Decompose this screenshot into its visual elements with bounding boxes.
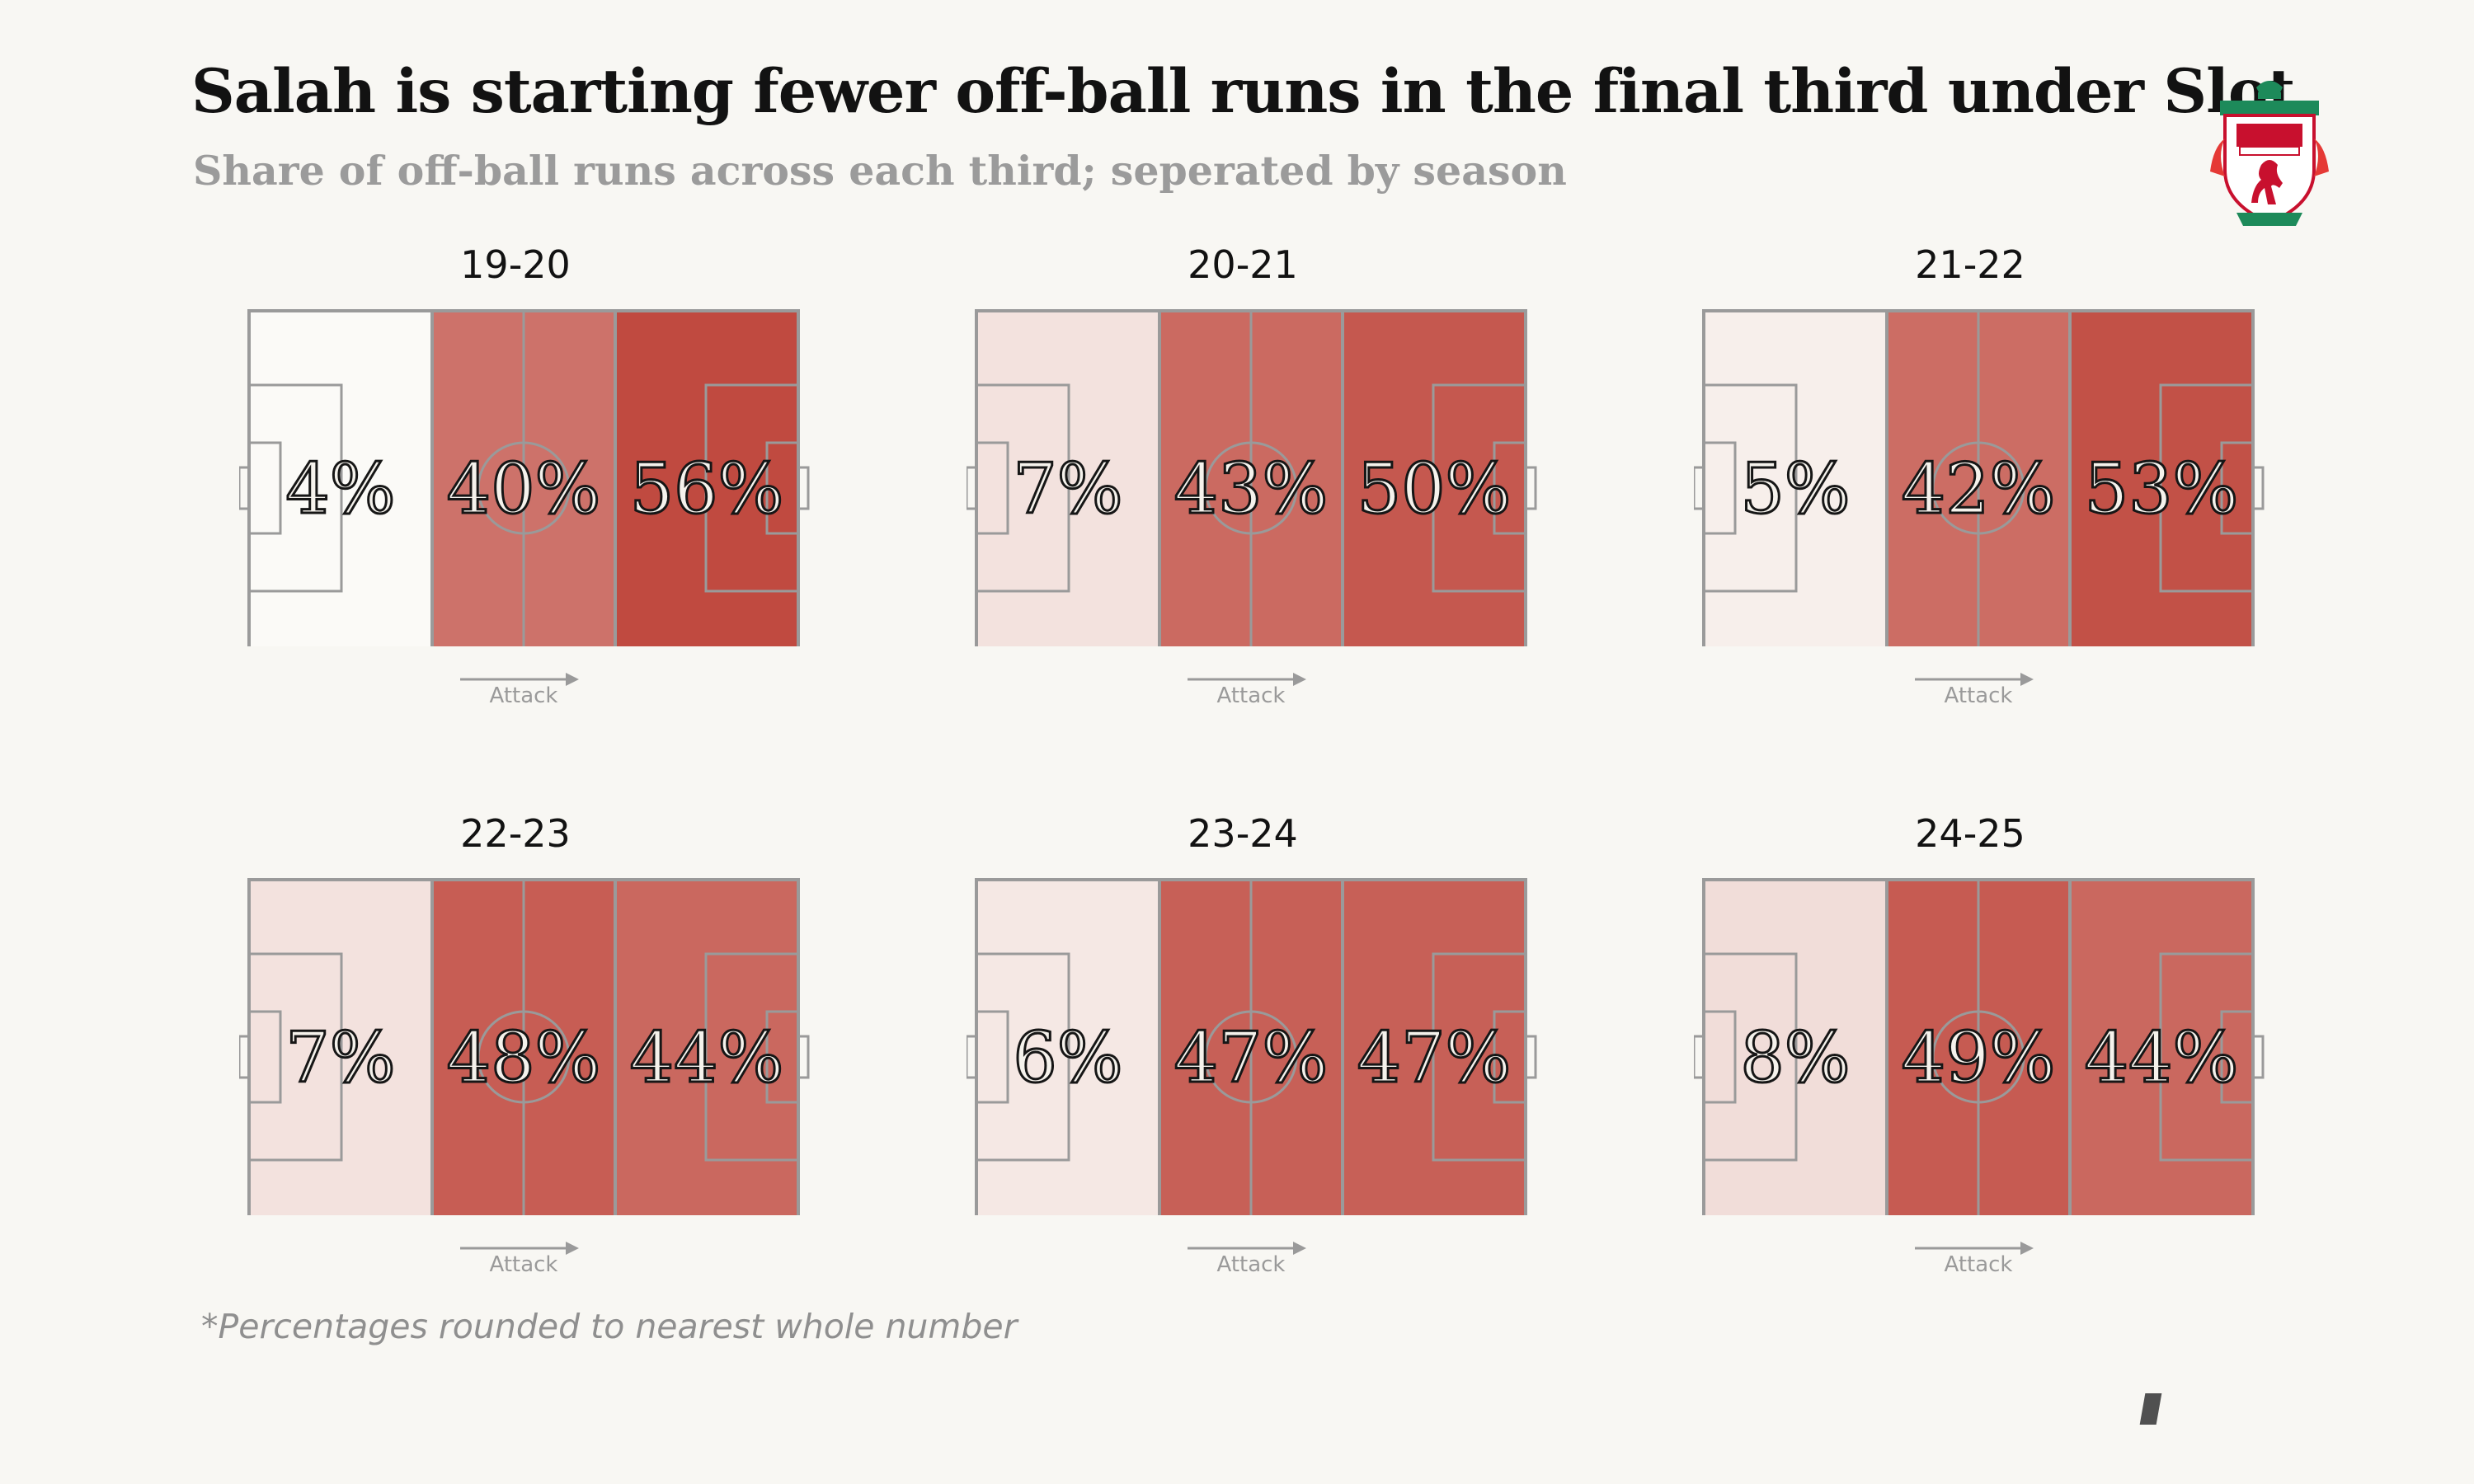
value-label-middle: 40% <box>447 448 601 529</box>
value-label-final: 53% <box>2085 448 2239 529</box>
attack-direction: Attack <box>1915 673 2034 708</box>
left-goal <box>1694 1035 1705 1079</box>
right-goal <box>2251 1035 2265 1079</box>
pitch-chart: 7% 43% 50% <box>967 309 1537 646</box>
attack-arrow-head <box>1293 673 1306 686</box>
season-label: 24-25 <box>1915 811 2025 856</box>
season-panel: 22-23 7% 48% 44% Attack <box>239 811 816 1277</box>
value-label-defensive: 5% <box>1740 448 1850 529</box>
value-label-final: 44% <box>630 1017 784 1098</box>
season-label: 22-23 <box>460 811 571 856</box>
centre-circle <box>477 441 571 535</box>
pitch-chart: 5% 42% 53% <box>1694 309 2265 646</box>
right-goal <box>2251 466 2265 510</box>
left-goal <box>967 1035 978 1079</box>
value-label-defensive: 4% <box>285 448 395 529</box>
pitch-chart: 8% 49% 44% <box>1694 878 2265 1215</box>
left-goal <box>239 466 251 510</box>
footnote: *Percentages rounded to nearest whole nu… <box>201 1307 1018 1346</box>
value-label-final: 56% <box>630 448 784 529</box>
right-goal <box>1524 466 1537 510</box>
pitch-chart: 6% 47% 47% <box>967 878 1537 1215</box>
centre-circle <box>1931 1010 2025 1104</box>
season-label: 21-22 <box>1915 242 2025 287</box>
season-label: 23-24 <box>1188 811 1298 856</box>
value-label-final: 47% <box>1357 1017 1512 1098</box>
value-label-defensive: 7% <box>1013 448 1122 529</box>
attack-arrow-head <box>566 1242 579 1255</box>
liverpool-crest-logo <box>2210 81 2329 226</box>
season-panel: 19-20 4% 40% 56% Attack <box>239 242 816 708</box>
value-label-final: 50% <box>1357 448 1512 529</box>
season-label: 19-20 <box>460 242 571 287</box>
attack-direction: Attack <box>1188 1242 1306 1277</box>
season-panel: 20-21 7% 43% 50% Attack <box>967 242 1544 708</box>
value-label-middle: 42% <box>1902 448 2056 529</box>
attack-label: Attack <box>1944 1252 2012 1277</box>
chart-title: Salah is starting fewer off-ball runs in… <box>191 56 2295 127</box>
pitch-chart: 4% 40% 56% <box>239 309 810 646</box>
attack-label: Attack <box>1216 1252 1285 1277</box>
centre-circle <box>1931 441 2025 535</box>
value-label-defensive: 6% <box>1013 1017 1122 1098</box>
value-label-middle: 43% <box>1174 448 1329 529</box>
chart-subtitle: Share of off-ball runs across each third… <box>193 147 1567 195</box>
right-goal <box>797 1035 810 1079</box>
centre-circle <box>1204 441 1298 535</box>
value-label-middle: 49% <box>1902 1017 2056 1098</box>
season-panel: 24-25 8% 49% 44% Attack <box>1694 811 2271 1277</box>
value-label-middle: 47% <box>1174 1017 1329 1098</box>
right-goal <box>797 466 810 510</box>
centre-circle <box>1204 1010 1298 1104</box>
attack-direction: Attack <box>1188 673 1306 708</box>
pitch-chart: 7% 48% 44% <box>239 878 810 1215</box>
left-goal <box>967 466 978 510</box>
attack-direction: Attack <box>460 673 579 708</box>
right-goal <box>1524 1035 1537 1079</box>
value-label-middle: 48% <box>447 1017 601 1098</box>
attack-arrow-head <box>2020 1242 2034 1255</box>
value-label-defensive: 7% <box>285 1017 395 1098</box>
left-goal <box>239 1035 251 1079</box>
attack-direction: Attack <box>1915 1242 2034 1277</box>
attack-label: Attack <box>489 683 557 708</box>
centre-circle <box>477 1010 571 1104</box>
value-label-final: 44% <box>2085 1017 2239 1098</box>
left-goal <box>1694 466 1705 510</box>
value-label-defensive: 8% <box>1740 1017 1850 1098</box>
season-label: 20-21 <box>1188 242 1298 287</box>
season-panel: 21-22 5% 42% 53% Attack <box>1694 242 2271 708</box>
attack-label: Attack <box>1216 683 1285 708</box>
attack-label: Attack <box>1944 683 2012 708</box>
attack-arrow-head <box>2020 673 2034 686</box>
publisher-logo <box>2139 1393 2162 1425</box>
attack-arrow-head <box>566 673 579 686</box>
attack-direction: Attack <box>460 1242 579 1277</box>
attack-label: Attack <box>489 1252 557 1277</box>
season-panel: 23-24 6% 47% 47% Attack <box>967 811 1544 1277</box>
attack-arrow-head <box>1293 1242 1306 1255</box>
